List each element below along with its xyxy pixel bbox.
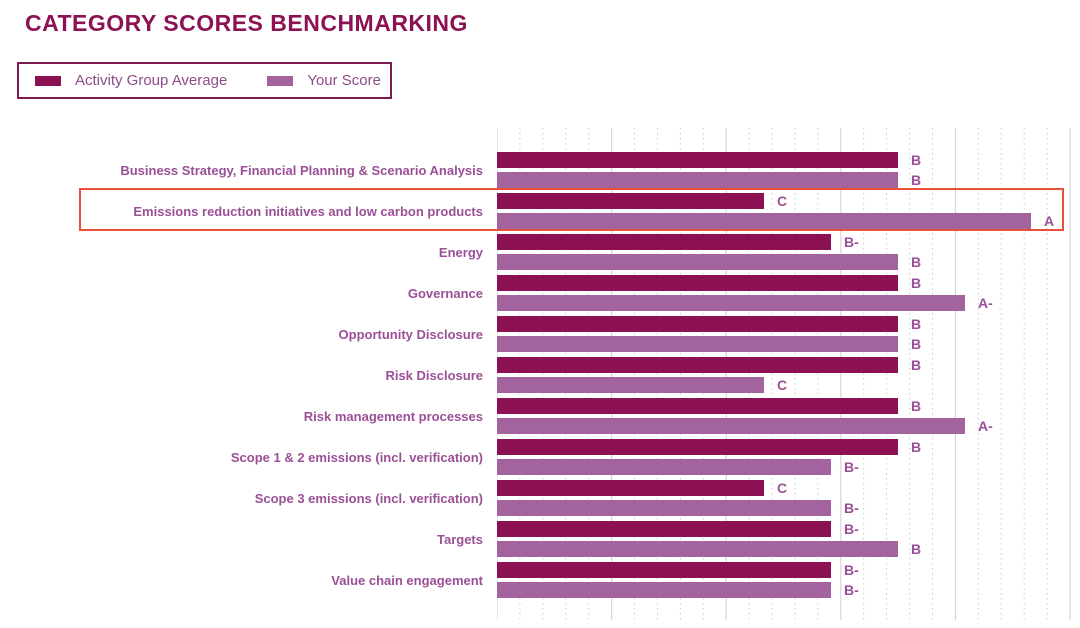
group-average-bar <box>497 398 898 414</box>
category-label: Risk management processes <box>303 408 483 424</box>
grade-label: B <box>911 152 922 168</box>
legend-label-your-score: Your Score <box>307 72 381 89</box>
grade-label: C <box>777 480 788 496</box>
category-label: Governance <box>407 285 483 301</box>
legend-label-group-average: Activity Group Average <box>75 72 228 89</box>
legend-item-group-average: Activity Group Average <box>35 72 227 89</box>
your-score-bar <box>497 295 965 311</box>
grade-label: B <box>911 398 922 414</box>
grade-label: B- <box>844 582 859 598</box>
grade-label: B <box>911 275 922 291</box>
page-title: CATEGORY SCORES BENCHMARKING <box>25 10 468 36</box>
category-label: Targets <box>437 531 483 547</box>
category-row: Energy B- B <box>0 234 1080 270</box>
your-score-swatch <box>267 75 294 86</box>
grade-label: A- <box>978 295 993 311</box>
grade-label: B <box>911 254 922 270</box>
your-score-bar <box>497 172 898 188</box>
benchmark-bar-chart: Business Strategy, Financial Planning & … <box>0 128 1080 620</box>
category-row: Scope 3 emissions (incl. verification) C B… <box>0 480 1080 516</box>
grade-label: B <box>911 172 922 188</box>
category-label: Business Strategy, Financial Planning & … <box>120 162 483 178</box>
your-score-bar <box>497 541 898 557</box>
grade-label: B- <box>844 459 859 475</box>
your-score-bar <box>497 254 898 270</box>
category-row: Scope 1 & 2 emissions (incl. verificatio… <box>0 439 1080 475</box>
category-row: Governance B A- <box>0 275 1080 311</box>
category-label: Opportunity Disclosure <box>338 326 483 342</box>
your-score-bar <box>497 377 764 393</box>
group-average-bar <box>497 275 898 291</box>
category-label: Scope 3 emissions (incl. verification) <box>254 490 483 506</box>
group-average-bar <box>497 562 831 578</box>
group-average-bar <box>497 316 898 332</box>
group-average-bar <box>497 521 831 537</box>
category-row: Opportunity Disclosure B B <box>0 316 1080 352</box>
group-average-bar <box>497 234 831 250</box>
gridlines <box>497 128 1071 620</box>
your-score-bar <box>497 500 831 516</box>
category-row: Risk management processes B A- <box>0 398 1080 434</box>
grade-label: B <box>911 336 922 352</box>
group-average-bar <box>497 152 898 168</box>
category-row: Risk Disclosure B C <box>0 357 1080 393</box>
group-average-swatch <box>35 75 61 86</box>
your-score-bar <box>497 418 965 434</box>
category-label: Value chain engagement <box>331 572 483 588</box>
highlight-box <box>79 188 1064 231</box>
grade-label: B- <box>844 500 859 516</box>
grade-label: B- <box>844 562 859 578</box>
grade-label: A- <box>978 418 993 434</box>
group-average-bar <box>497 439 898 455</box>
grade-label: C <box>777 193 788 209</box>
grade-label: C <box>777 377 788 393</box>
grade-label: B- <box>844 521 859 537</box>
group-average-bar <box>497 357 898 373</box>
category-label: Risk Disclosure <box>385 367 483 383</box>
grade-label: B <box>911 439 922 455</box>
grade-label: B <box>911 541 922 557</box>
category-label: Scope 1 & 2 emissions (incl. verificatio… <box>230 449 483 465</box>
group-average-bar <box>497 193 764 209</box>
grade-label: B <box>911 357 922 373</box>
category-label: Energy <box>438 244 483 260</box>
legend: Activity Group Average Your Score <box>17 62 392 99</box>
your-score-bar <box>497 336 898 352</box>
grade-label: A <box>1044 213 1055 229</box>
category-row: Business Strategy, Financial Planning & … <box>0 152 1080 188</box>
grade-label: B- <box>844 234 859 250</box>
legend-item-your-score: Your Score <box>267 72 381 89</box>
category-row: Targets B- B <box>0 521 1080 557</box>
grade-label: B <box>911 316 922 332</box>
category-label: Emissions reduction initiatives and low … <box>133 203 483 219</box>
category-row: Emissions reduction initiatives and low … <box>0 193 1080 229</box>
group-average-bar <box>497 480 764 496</box>
your-score-bar <box>497 213 1031 229</box>
your-score-bar <box>497 459 831 475</box>
category-row: Value chain engagement B- B- <box>0 562 1080 598</box>
your-score-bar <box>497 582 831 598</box>
